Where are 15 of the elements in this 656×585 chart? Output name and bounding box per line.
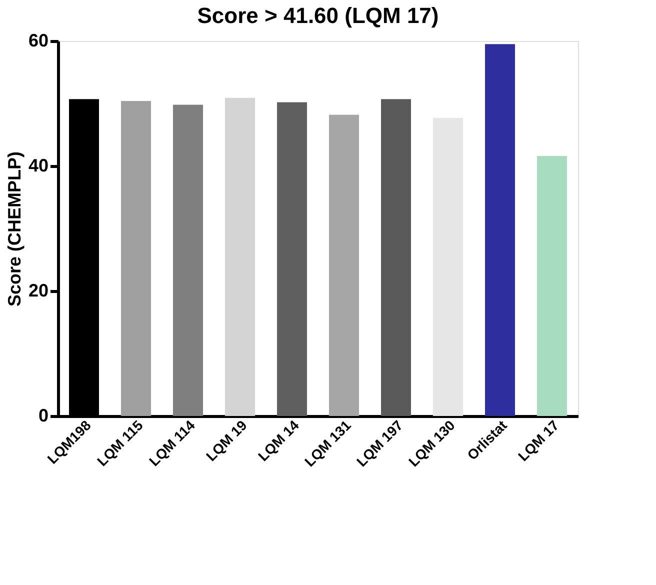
bar	[433, 118, 463, 416]
bar	[173, 104, 203, 416]
bar	[381, 99, 411, 416]
chart-title: Score > 41.60 (LQM 17)	[197, 3, 439, 28]
bar	[537, 156, 567, 416]
bar	[225, 98, 255, 416]
y-tick-label: 60	[28, 30, 48, 50]
y-axis-title: Score (CHEMPLP)	[4, 151, 24, 307]
y-tick-label: 0	[38, 406, 48, 426]
y-tick-label: 40	[28, 156, 48, 176]
bar	[329, 114, 359, 416]
bar	[277, 102, 307, 416]
y-tick-label: 20	[28, 280, 48, 300]
bar	[485, 44, 515, 416]
bar	[121, 101, 151, 416]
